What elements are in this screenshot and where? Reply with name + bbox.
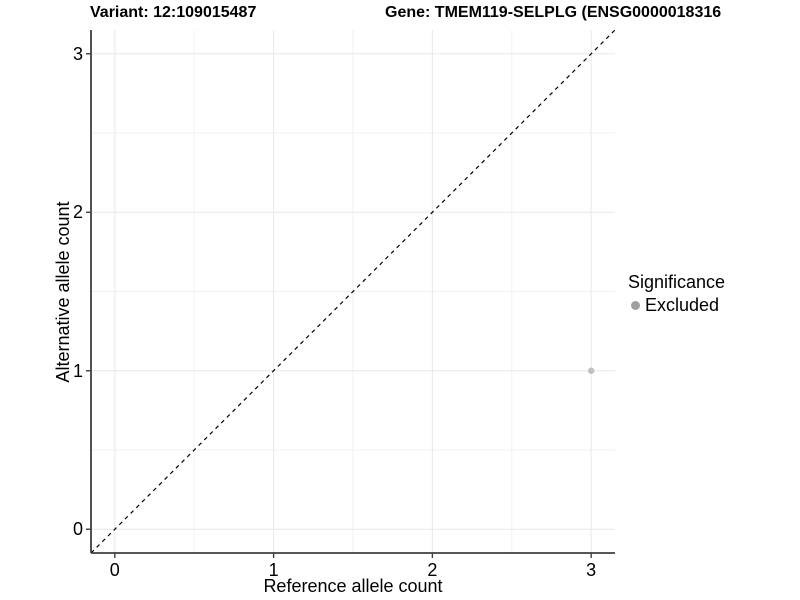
- legend: Significance Excluded: [628, 272, 725, 316]
- legend-entry-label: Excluded: [645, 295, 720, 315]
- y-tick-label: 1: [72, 360, 83, 381]
- y-tick-label: 3: [72, 43, 83, 64]
- variant-title: Variant: 12:109015487: [90, 4, 257, 21]
- x-tick-label: 1: [268, 560, 279, 580]
- y-axis-title: Alternative allele count: [53, 201, 73, 383]
- x-tick-label: 3: [586, 560, 597, 580]
- y-tick-label: 2: [72, 202, 83, 223]
- y-tick-label: 0: [72, 519, 83, 540]
- x-tick-label: 0: [109, 560, 120, 580]
- x-axis-title: Reference allele count: [263, 576, 443, 596]
- gene-title: Gene: TMEM119-SELPLG (ENSG0000018316: [385, 4, 722, 21]
- x-tick-label: 2: [427, 560, 438, 580]
- legend-point-icon: [631, 301, 640, 310]
- data-point: [587, 367, 595, 374]
- legend-entry-excluded: Excluded: [628, 295, 725, 316]
- identity-dashed-line: [90, 29, 616, 554]
- legend-title: Significance: [628, 272, 726, 292]
